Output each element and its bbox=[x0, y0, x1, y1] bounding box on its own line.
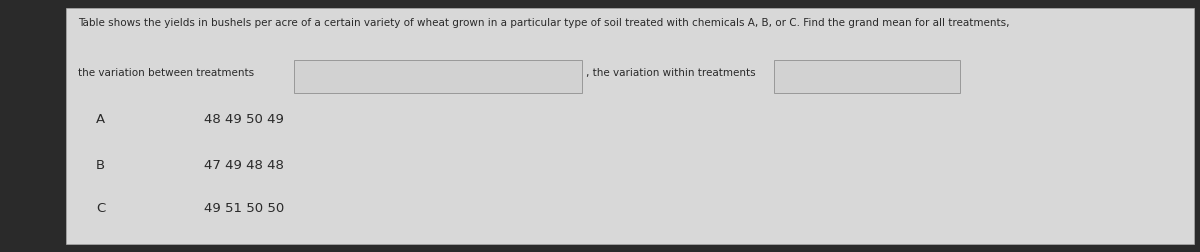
Text: the variation between treatments: the variation between treatments bbox=[78, 68, 254, 78]
FancyBboxPatch shape bbox=[66, 8, 1194, 244]
FancyBboxPatch shape bbox=[0, 0, 54, 252]
FancyBboxPatch shape bbox=[774, 60, 960, 93]
FancyBboxPatch shape bbox=[294, 60, 582, 93]
Text: 47 49 48 48: 47 49 48 48 bbox=[204, 159, 284, 172]
Text: A: A bbox=[96, 113, 106, 127]
Text: B: B bbox=[96, 159, 106, 172]
Text: , the variation within treatments: , the variation within treatments bbox=[586, 68, 755, 78]
Text: 49 51 50 50: 49 51 50 50 bbox=[204, 202, 284, 215]
Text: 48 49 50 49: 48 49 50 49 bbox=[204, 113, 284, 127]
Text: C: C bbox=[96, 202, 106, 215]
Text: Table shows the yields in bushels per acre of a certain variety of wheat grown i: Table shows the yields in bushels per ac… bbox=[78, 18, 1009, 28]
